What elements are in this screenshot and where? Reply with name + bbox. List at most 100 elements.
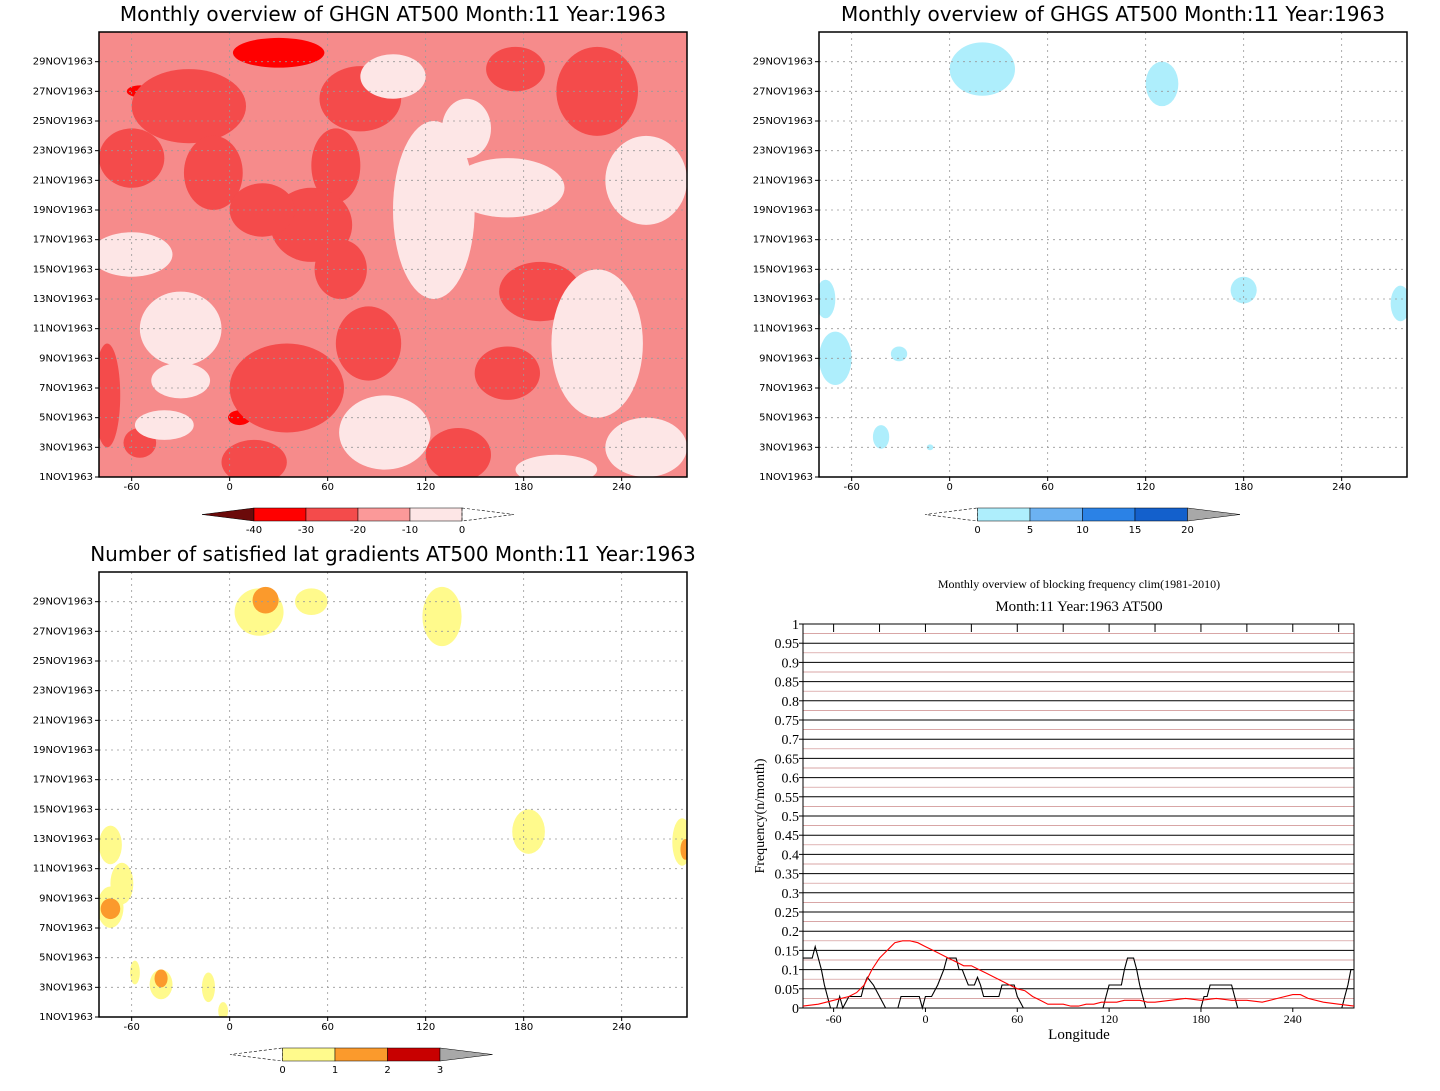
contour-patch xyxy=(819,331,852,386)
colorbar-label: -30 xyxy=(298,525,314,536)
y-tick-label: 27NOV1963 xyxy=(753,86,813,97)
contour-patch xyxy=(1390,285,1407,322)
y-tick-label: 0 xyxy=(792,1002,799,1017)
x-tick-label: 240 xyxy=(612,1022,631,1033)
contour-patch xyxy=(442,98,491,159)
colorbar-swatch xyxy=(977,507,1031,522)
y-tick-label: 3NOV1963 xyxy=(39,982,93,993)
y-tick-label: 0.6 xyxy=(782,772,800,787)
y-tick-label: 1NOV1963 xyxy=(39,1012,93,1023)
x-tick-label: 240 xyxy=(612,482,631,493)
y-tick-label: 0.7 xyxy=(782,733,800,748)
colorbar: 0 1 2 3 xyxy=(229,1047,493,1076)
y-tick-label: 9NOV1963 xyxy=(39,893,93,904)
y-tick-label: 27NOV1963 xyxy=(33,86,93,97)
contour-patch xyxy=(99,343,121,448)
y-tick-label: 0.3 xyxy=(782,887,800,902)
plot-frame xyxy=(818,31,1408,478)
colorbar-swatch xyxy=(334,1047,388,1062)
x-tick-label: 180 xyxy=(514,482,533,493)
y-tick-label: 21NOV1963 xyxy=(33,175,93,186)
y-tick-label: 0.05 xyxy=(775,983,800,998)
plot-background xyxy=(819,32,1407,477)
y-tick-label: 3NOV1963 xyxy=(759,442,813,453)
y-tick-label: 17NOV1963 xyxy=(753,235,813,246)
y-tick-label: 0.55 xyxy=(775,791,800,806)
y-tick-label: 19NOV1963 xyxy=(33,745,93,756)
y-tick-label: 7NOV1963 xyxy=(39,383,93,394)
colorbar-label: 3 xyxy=(437,1065,443,1076)
colorbar-swatch xyxy=(409,507,463,522)
y-tick-label: 0.65 xyxy=(775,752,800,767)
x-tick-label: -60 xyxy=(123,1022,139,1033)
y-tick-label: 0.95 xyxy=(775,637,800,652)
y-tick-label: 0.4 xyxy=(782,848,800,863)
contour-patch xyxy=(339,395,431,470)
contour-patch xyxy=(515,454,598,477)
contour-patch xyxy=(100,898,121,920)
gridlines xyxy=(819,32,1407,478)
contour-patch xyxy=(151,362,211,399)
x-tick-label: -60 xyxy=(843,482,859,493)
series-line-2 xyxy=(802,940,1355,1007)
y-tick-label: 23NOV1963 xyxy=(753,146,813,157)
y-tick-label: 13NOV1963 xyxy=(753,294,813,305)
colorbar-swatch xyxy=(253,507,307,522)
x-tick-label: 120 xyxy=(1100,1012,1118,1026)
y-tick-label: 0.1 xyxy=(782,964,800,979)
y-tick-label: 25NOV1963 xyxy=(33,656,93,667)
colorbar-label: 1 xyxy=(332,1065,338,1076)
contour-patch xyxy=(474,346,540,400)
y-tick-label: 19NOV1963 xyxy=(753,205,813,216)
colorbar-label: 10 xyxy=(1076,525,1089,536)
x-tick-label: 240 xyxy=(1332,482,1351,493)
contour-patch xyxy=(926,444,934,451)
y-tick-label: 5NOV1963 xyxy=(759,413,813,424)
y-tick-label: 0.15 xyxy=(775,944,800,959)
y-tick-label: 9NOV1963 xyxy=(759,353,813,364)
colorbar-swatch xyxy=(282,1047,336,1062)
contour-patch xyxy=(1145,61,1179,107)
y-tick-label: 17NOV1963 xyxy=(33,235,93,246)
colorbar-swatch xyxy=(1134,507,1188,522)
y-tick-label: 29NOV1963 xyxy=(33,597,93,608)
colorbar-label: 0 xyxy=(459,525,465,536)
y-tick-label: 11NOV1963 xyxy=(33,324,93,335)
colorbar: -40 -30 -20 -10 0 xyxy=(201,507,515,536)
colorbar-swatch xyxy=(1029,507,1083,522)
y-tick-label: 5NOV1963 xyxy=(39,413,93,424)
y-tick-label: 3NOV1963 xyxy=(39,442,93,453)
y-tick-label: 15NOV1963 xyxy=(33,264,93,275)
chart-title: Monthly overview of GHGS AT500 Month:11 … xyxy=(841,2,1385,26)
contour-patch xyxy=(890,346,908,362)
contour-patch xyxy=(819,279,836,319)
colorbar-arrow-high xyxy=(439,1047,493,1062)
x-tick-label: 60 xyxy=(321,1022,334,1033)
x-tick-label: 0 xyxy=(946,482,952,493)
contour-patch xyxy=(551,269,643,418)
y-tick-label: 1NOV1963 xyxy=(759,472,813,483)
contour-patch xyxy=(512,809,545,854)
contour-patch xyxy=(139,291,222,366)
contour-fills xyxy=(99,586,687,1017)
contour-patch xyxy=(221,439,287,477)
y-tick-label: 17NOV1963 xyxy=(33,775,93,786)
contour-patch xyxy=(949,42,1015,96)
colorbar-swatch xyxy=(357,507,411,522)
contour-patch xyxy=(422,586,462,647)
chart-title: Monthly overview of GHGN AT500 Month:11 … xyxy=(120,2,666,26)
contour-patch xyxy=(450,158,565,218)
x-tick-label: 120 xyxy=(416,482,435,493)
y-tick-label: 0.45 xyxy=(775,829,800,844)
colorbar-label: 0 xyxy=(974,525,980,536)
map-panel-1: -60 0 60 120 180 240 1NOV1963 3NOV1963 5NOV1963 7… xyxy=(33,2,688,536)
y-tick-label: 7NOV1963 xyxy=(39,923,93,934)
map-panel-3: -60 0 60 120 180 2401NOV19633NOV19635NOV19637… xyxy=(33,542,696,1076)
contour-patch xyxy=(183,135,243,210)
y-tick-label: 1NOV1963 xyxy=(39,472,93,483)
gridlines xyxy=(803,623,1354,1009)
y-tick-label: 0.5 xyxy=(782,810,800,825)
y-tick-label: 23NOV1963 xyxy=(33,686,93,697)
x-tick-label: 60 xyxy=(321,482,334,493)
